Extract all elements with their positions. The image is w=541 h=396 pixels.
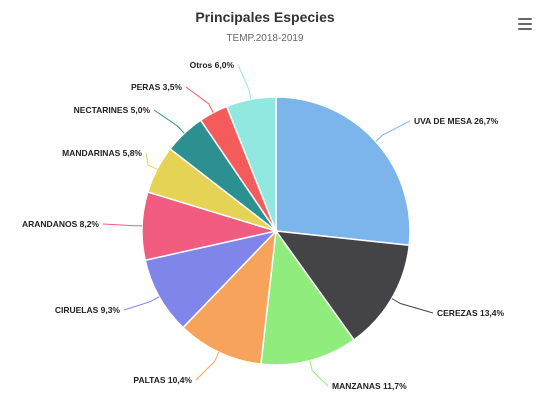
label-connector	[309, 360, 329, 387]
menu-bar	[518, 23, 532, 25]
label-connector	[195, 351, 220, 381]
pie-slice[interactable]	[275, 96, 411, 247]
slice-label: CIRUELAS 9,3%	[55, 305, 121, 315]
pie-slice[interactable]	[144, 229, 279, 329]
chart-title: Principales Especies	[195, 9, 335, 25]
label-connector	[185, 86, 214, 113]
menu-bar	[518, 28, 532, 30]
slice-label: PALTAS 10,4%	[133, 375, 192, 385]
label-connector	[123, 296, 160, 311]
pie-slice[interactable]	[274, 230, 411, 341]
chart-subtitle: TEMP.2018-2019	[226, 33, 304, 44]
menu-bar	[518, 18, 532, 20]
slice-label: MANDARINAS 5,8%	[62, 148, 142, 158]
slice-label: NECTARINES 5,0%	[74, 105, 151, 115]
slice-label: ARANDANOS 8,2%	[22, 219, 99, 229]
label-connector	[145, 152, 158, 170]
label-connector	[102, 223, 143, 227]
label-connector	[391, 298, 434, 314]
slice-label: PERAS 3,5%	[131, 82, 182, 92]
label-connectors	[102, 64, 434, 387]
slice-label: UVA DE MESA 26,7%	[414, 116, 499, 126]
label-connector	[375, 120, 411, 142]
pie-slices	[141, 96, 411, 366]
label-connector	[153, 109, 185, 134]
label-connector	[237, 64, 252, 100]
hamburger-menu-icon[interactable]	[518, 18, 532, 32]
slice-labels: UVA DE MESA 26,7% CEREZAS 13,4% MANZANAS 1…	[22, 60, 505, 391]
slice-label: Otros 6,0%	[190, 60, 235, 70]
pie-slice[interactable]	[260, 228, 356, 366]
slice-label: CEREZAS 13,4%	[437, 308, 505, 318]
slice-label: MANZANAS 11,7%	[332, 381, 407, 391]
